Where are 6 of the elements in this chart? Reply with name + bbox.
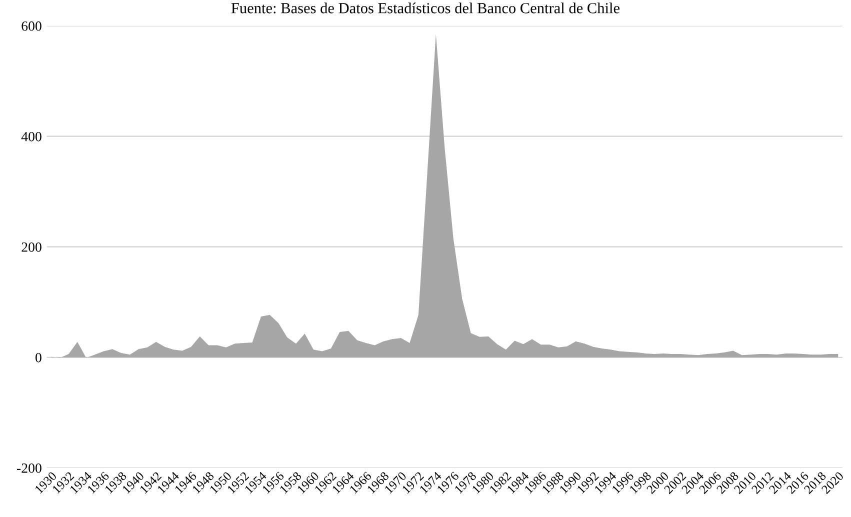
y-tick-label: 200	[22, 242, 42, 252]
y-tick-label: 0	[36, 352, 42, 362]
source-note: Fuente: Bases de Datos Estadísticos del Banco Central de Chile	[231, 2, 620, 14]
y-tick-label: 400	[21, 132, 42, 142]
y-tick-label: -200	[17, 463, 42, 473]
y-tick-label: 600	[22, 21, 42, 31]
